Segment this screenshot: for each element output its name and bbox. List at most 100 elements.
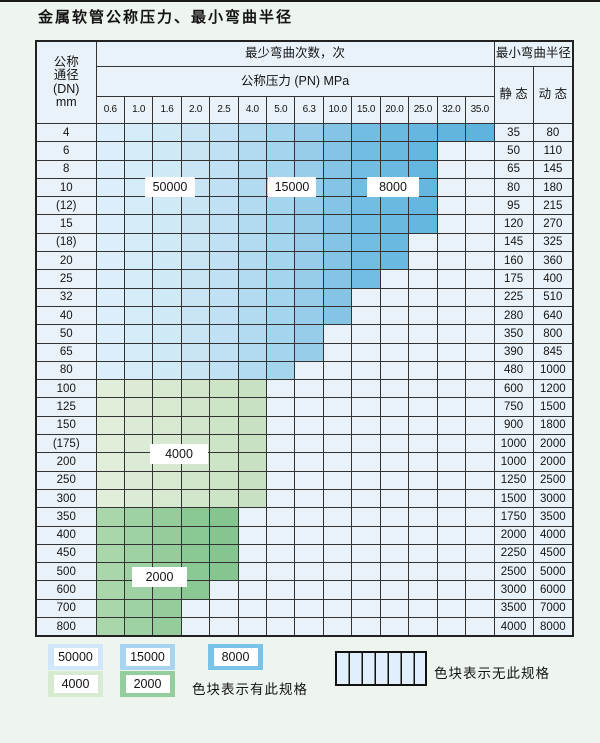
spec-cell-800-15.0 (351, 617, 381, 637)
spec-cell-(12)-25.0 (408, 196, 438, 216)
cycle-label-50000: 50000 (145, 177, 195, 197)
spec-cell-300-10.0 (322, 488, 353, 509)
spec-cell-80-1.6 (152, 360, 182, 381)
spec-cell-40-32.0 (436, 305, 466, 326)
spec-cell-65-15.0 (351, 342, 381, 362)
spec-cell-150-15.0 (351, 415, 381, 436)
spec-cell-15-1.0 (123, 214, 154, 234)
spec-cell-400-32.0 (436, 525, 466, 545)
spec-cell-(175)-0.6 (95, 434, 125, 454)
spec-cell-400-15.0 (351, 525, 381, 545)
spec-cell-4-6.3 (294, 122, 324, 143)
spec-cell-50-2.5 (209, 324, 239, 344)
static-radius-cell-400: 2000 (493, 525, 534, 545)
top-rule (0, 0, 600, 2)
spec-cell-100-1.0 (123, 379, 154, 399)
dynamic-radius-cell-(18): 325 (532, 232, 574, 253)
spec-cell-(12)-5.0 (266, 196, 296, 216)
spec-cell-8-32.0 (436, 159, 466, 179)
spec-cell-25-4.0 (237, 269, 268, 289)
page-title: 金属软管公称压力、最小弯曲半径 (38, 8, 294, 26)
dn-cell-400: 400 (35, 525, 97, 545)
header-row-2: 公称压力 (PN) MPa 静 态 动 态 (36, 66, 574, 124)
spec-cell-300-15.0 (351, 488, 381, 509)
spec-cell-40-1.0 (123, 305, 154, 326)
spec-cell-20-35.0 (464, 251, 495, 271)
spec-cell-700-10.0 (322, 598, 353, 619)
spec-cell-8-0.6 (95, 159, 125, 179)
spec-cell-40-2.0 (180, 305, 211, 326)
dn-cell-450: 450 (35, 543, 97, 564)
legend-swatch-4000: 4000 (48, 671, 103, 697)
spec-cell-800-10.0 (322, 617, 353, 637)
spec-cell-400-25.0 (408, 525, 438, 545)
spec-cell-(12)-1.0 (123, 196, 154, 216)
spec-cell-(18)-5.0 (266, 232, 296, 253)
table-row-dn-500: 500 2500 5000 (35, 562, 574, 582)
spec-cell-400-10.0 (322, 525, 353, 545)
legend-swatch-label: 50000 (53, 648, 98, 666)
spec-cell-700-32.0 (436, 598, 466, 619)
spec-cell-4-25.0 (408, 122, 438, 143)
spec-cell-500-2.5 (209, 562, 239, 582)
spec-cell-(18)-0.6 (95, 232, 125, 253)
spec-cell-8-2.0 (180, 159, 211, 179)
spec-cell-200-5.0 (266, 452, 296, 472)
spec-cell-32-35.0 (464, 287, 495, 307)
spec-cell-100-0.6 (95, 379, 125, 399)
spec-cell-400-5.0 (266, 525, 296, 545)
spec-cell-250-2.0 (180, 470, 211, 490)
spec-cell-6-20.0 (379, 141, 410, 161)
spec-cell-350-32.0 (436, 507, 466, 527)
spec-cell-8-15.0 (351, 159, 381, 179)
spec-cell-450-1.0 (123, 543, 154, 564)
spec-cell-400-1.6 (152, 525, 182, 545)
spec-cell-80-15.0 (351, 360, 381, 381)
spec-cell-600-6.3 (294, 580, 324, 600)
spec-cell-8-25.0 (408, 159, 438, 179)
static-header: 静 态 (493, 66, 534, 124)
spec-cell-65-6.3 (294, 342, 324, 362)
dynamic-radius-cell-100: 1200 (532, 379, 574, 399)
table-row-dn-200: 200 1000 2000 (35, 452, 574, 472)
spec-cell-(12)-2.5 (209, 196, 239, 216)
spec-cell-350-4.0 (237, 507, 268, 527)
spec-cell-80-2.0 (180, 360, 211, 381)
spec-cell-50-20.0 (379, 324, 410, 344)
spec-cell-100-2.5 (209, 379, 239, 399)
spec-cell-100-20.0 (379, 379, 410, 399)
spec-cell-80-10.0 (322, 360, 353, 381)
spec-cell-400-2.0 (180, 525, 211, 545)
static-radius-cell-100: 600 (493, 379, 534, 399)
spec-cell-40-6.3 (294, 305, 324, 326)
spec-cell-500-5.0 (266, 562, 296, 582)
spec-cell-250-5.0 (266, 470, 296, 490)
dynamic-radius-cell-6: 110 (532, 141, 574, 161)
spec-cell-125-10.0 (322, 397, 353, 417)
spec-cell-65-1.0 (123, 342, 154, 362)
dynamic-radius-cell-600: 6000 (532, 580, 574, 600)
dn-cell-32: 32 (35, 287, 97, 307)
table-row-dn-6: 6 50 110 (35, 141, 574, 161)
spec-cell-4-10.0 (322, 122, 353, 143)
pressure-tick-4.0: 4.0 (237, 96, 268, 124)
spec-cell-250-15.0 (351, 470, 381, 490)
dn-cell-(175): (175) (35, 434, 97, 454)
static-radius-cell-6: 50 (493, 141, 534, 161)
spec-cell-40-25.0 (408, 305, 438, 326)
dynamic-radius-cell-(175): 2000 (532, 434, 574, 454)
pressure-tick-6.3: 6.3 (294, 96, 324, 124)
spec-cell-6-1.0 (123, 141, 154, 161)
spec-cell-500-0.6 (95, 562, 125, 582)
static-radius-cell-600: 3000 (493, 580, 534, 600)
spec-cell-250-32.0 (436, 470, 466, 490)
spec-cell-4-4.0 (237, 122, 268, 143)
spec-cell-500-25.0 (408, 562, 438, 582)
spec-cell-400-1.0 (123, 525, 154, 545)
spec-cell-250-4.0 (237, 470, 268, 490)
dynamic-radius-cell-8: 145 (532, 159, 574, 179)
spec-cell-200-10.0 (322, 452, 353, 472)
cycle-label-15000: 15000 (268, 177, 316, 197)
spec-cell-150-35.0 (464, 415, 495, 436)
spec-cell-(12)-32.0 (436, 196, 466, 216)
